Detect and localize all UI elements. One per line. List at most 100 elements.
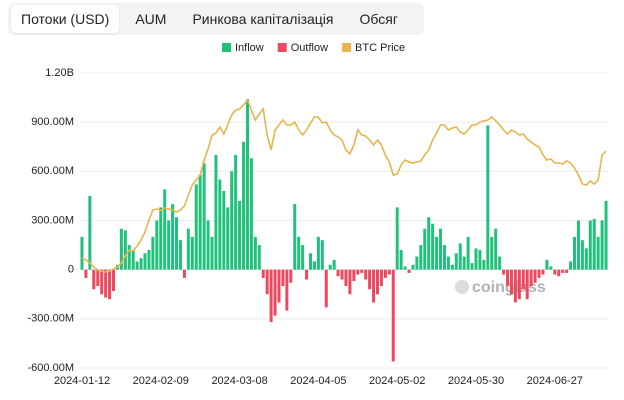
- bar: [521, 269, 525, 290]
- bar: [454, 253, 458, 270]
- y-tick-label: -600.00M: [28, 362, 74, 374]
- bar: [84, 269, 88, 278]
- tab[interactable]: AUM: [135, 11, 167, 27]
- bar: [482, 259, 486, 270]
- bar: [431, 223, 435, 270]
- bar: [569, 261, 573, 270]
- x-tick-label: 2024-05-02: [369, 375, 425, 387]
- bar: [127, 245, 131, 270]
- legend-swatch: [277, 43, 287, 52]
- tab[interactable]: Ринкова капіталізація: [192, 11, 334, 27]
- bar: [119, 228, 123, 270]
- bar: [297, 236, 301, 270]
- legend-label: Inflow: [235, 42, 264, 54]
- bar: [356, 269, 360, 275]
- bar: [387, 269, 391, 275]
- bar: [210, 236, 214, 270]
- bar: [525, 269, 529, 300]
- bar: [442, 245, 446, 270]
- bar: [348, 269, 352, 295]
- bar: [328, 264, 332, 270]
- bar: [600, 220, 604, 270]
- x-tick-label: 2024-03-08: [211, 375, 267, 387]
- y-tick-label: 0: [68, 264, 74, 276]
- legend-label: Outflow: [291, 42, 328, 54]
- bar: [214, 154, 218, 270]
- bar: [80, 236, 84, 270]
- bar: [305, 269, 309, 280]
- bar: [147, 250, 151, 270]
- bar: [553, 269, 557, 275]
- bar: [529, 269, 533, 287]
- bar: [100, 269, 104, 295]
- bar: [340, 269, 344, 280]
- bar: [372, 269, 376, 303]
- bar: [230, 171, 234, 270]
- bar: [131, 250, 135, 270]
- bar: [506, 269, 510, 287]
- bar: [332, 259, 336, 270]
- bar: [517, 269, 521, 300]
- bar: [285, 269, 289, 311]
- tab-bar: Потоки (USD) AUM Ринкова капіталізація О…: [8, 3, 424, 35]
- bar: [478, 250, 482, 270]
- bar: [336, 269, 340, 277]
- y-tick-label: 600.00M: [31, 165, 74, 177]
- bar: [226, 207, 230, 270]
- bar: [596, 236, 600, 270]
- legend-label: BTC Price: [355, 42, 405, 54]
- bar: [450, 264, 454, 270]
- bar: [123, 230, 127, 270]
- bar: [293, 204, 297, 270]
- bar: [324, 269, 328, 308]
- bar: [167, 220, 171, 270]
- bar: [584, 248, 588, 270]
- bar: [565, 269, 569, 273]
- x-tick-label: 2024-05-30: [448, 375, 504, 387]
- bar: [411, 264, 415, 270]
- watermark-logo: [455, 280, 469, 294]
- bar: [190, 236, 194, 270]
- legend-swatch: [222, 43, 231, 52]
- bar: [245, 99, 249, 270]
- bar: [383, 269, 387, 278]
- bar: [202, 163, 206, 270]
- bar: [557, 269, 561, 277]
- bar: [175, 217, 179, 270]
- bar: [446, 256, 450, 270]
- bar: [391, 269, 395, 362]
- bar: [238, 200, 242, 270]
- bar: [604, 200, 608, 270]
- bar: [218, 179, 222, 270]
- bar: [104, 269, 108, 298]
- bar: [155, 220, 159, 270]
- tab[interactable]: Потоки (USD): [11, 5, 120, 33]
- bar: [399, 250, 403, 270]
- bar: [561, 269, 565, 273]
- bar: [466, 236, 470, 270]
- bar: [182, 269, 186, 278]
- bar: [470, 263, 474, 270]
- bar: [186, 228, 190, 270]
- price-line: [81, 98, 607, 273]
- bar: [92, 269, 96, 290]
- bar: [368, 269, 372, 290]
- bar: [435, 236, 439, 270]
- bar: [194, 184, 198, 270]
- bar: [265, 269, 269, 295]
- x-tick-label: 2024-02-09: [133, 375, 189, 387]
- bar: [415, 256, 419, 270]
- bar: [249, 158, 253, 270]
- bar: [533, 269, 537, 283]
- tab[interactable]: Обсяг: [359, 11, 398, 27]
- bar: [277, 269, 281, 303]
- bar: [151, 236, 155, 270]
- x-tick-label: 2024-01-12: [54, 375, 110, 387]
- bar: [379, 269, 383, 287]
- bar: [502, 269, 506, 275]
- bar: [375, 269, 379, 295]
- bar: [234, 154, 238, 270]
- bar: [419, 245, 423, 270]
- bar: [403, 266, 407, 270]
